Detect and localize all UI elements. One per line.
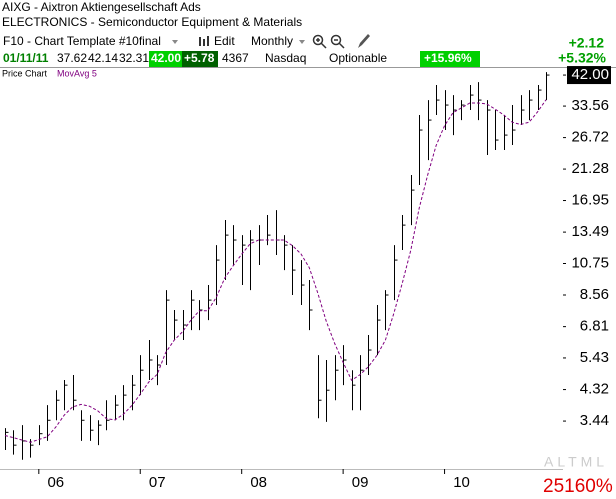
draw-tool[interactable] [358, 34, 370, 48]
zoom-out[interactable] [330, 34, 345, 49]
y-tick-label: 42.00 [571, 66, 609, 83]
y-tick-label: 16.95 [571, 192, 609, 209]
quote-option: Optionable [329, 51, 387, 65]
pct-change: +5.32% [558, 50, 606, 66]
y-tick-flag [567, 66, 611, 85]
quote-pct-bg [420, 51, 480, 67]
y-tick-label: 13.49 [571, 223, 609, 240]
y-tick-label: 33.56 [571, 97, 609, 114]
dropdown-arrow[interactable] [299, 40, 305, 44]
legend-ma: MovAvg 5 [57, 68, 97, 78]
quote-low: 32.31 [119, 51, 149, 65]
moving-average [4, 99, 547, 443]
plot: 3.44 4.32 5.43 6.81 8.56 10.75 13.49 16.95 21.28… [4, 66, 611, 491]
template-menu[interactable]: F10 - Chart Template #10final [3, 34, 161, 48]
dropdown-arrow[interactable] [172, 40, 178, 44]
y-tick-label: 8.56 [580, 286, 609, 303]
y-tick-label: 21.28 [571, 160, 609, 177]
quote-net-bg [182, 51, 218, 67]
net-change: +2.12 [569, 35, 605, 51]
y-tick-label: 6.81 [580, 318, 609, 335]
period-menu[interactable]: Monthly [251, 34, 293, 48]
industry: ELECTRONICS - Semiconductor Equipment & … [2, 15, 302, 29]
x-tick-label: 09 [352, 474, 369, 491]
quote-exchange: Nasdaq [265, 51, 306, 65]
quote-last: 42.00 [151, 51, 181, 65]
score: 25160% [543, 476, 613, 497]
quote-pct: +15.96% [424, 51, 472, 65]
x-tick-label: 10 [453, 474, 470, 491]
quote-open: 37.62 [57, 51, 87, 65]
legend-price: Price Chart [2, 68, 48, 78]
x-tick-label: 08 [250, 474, 267, 491]
y-tick-label: 4.32 [580, 381, 609, 398]
y-tick-label: 26.72 [571, 129, 609, 146]
quote-high: 42.14 [88, 51, 118, 65]
quote-net: +5.78 [184, 51, 215, 65]
edit-icon[interactable] [199, 36, 209, 46]
symbol-title: AIXG - Aixtron Aktiengesellschaft Ads [2, 0, 201, 14]
zoom-in[interactable] [312, 34, 327, 49]
x-tick-label: 07 [149, 474, 166, 491]
tool-strip[interactable]: ALTML [544, 454, 608, 470]
y-tick-label: 5.43 [580, 349, 609, 366]
quote-volume: 4367 [222, 51, 249, 65]
quote-date: 01/11/11 [3, 51, 49, 65]
y-tick-label: 10.75 [571, 254, 609, 271]
y-tick-label: 3.44 [580, 412, 609, 429]
edit-button[interactable]: Edit [214, 34, 235, 48]
x-tick-label: 06 [47, 474, 64, 491]
